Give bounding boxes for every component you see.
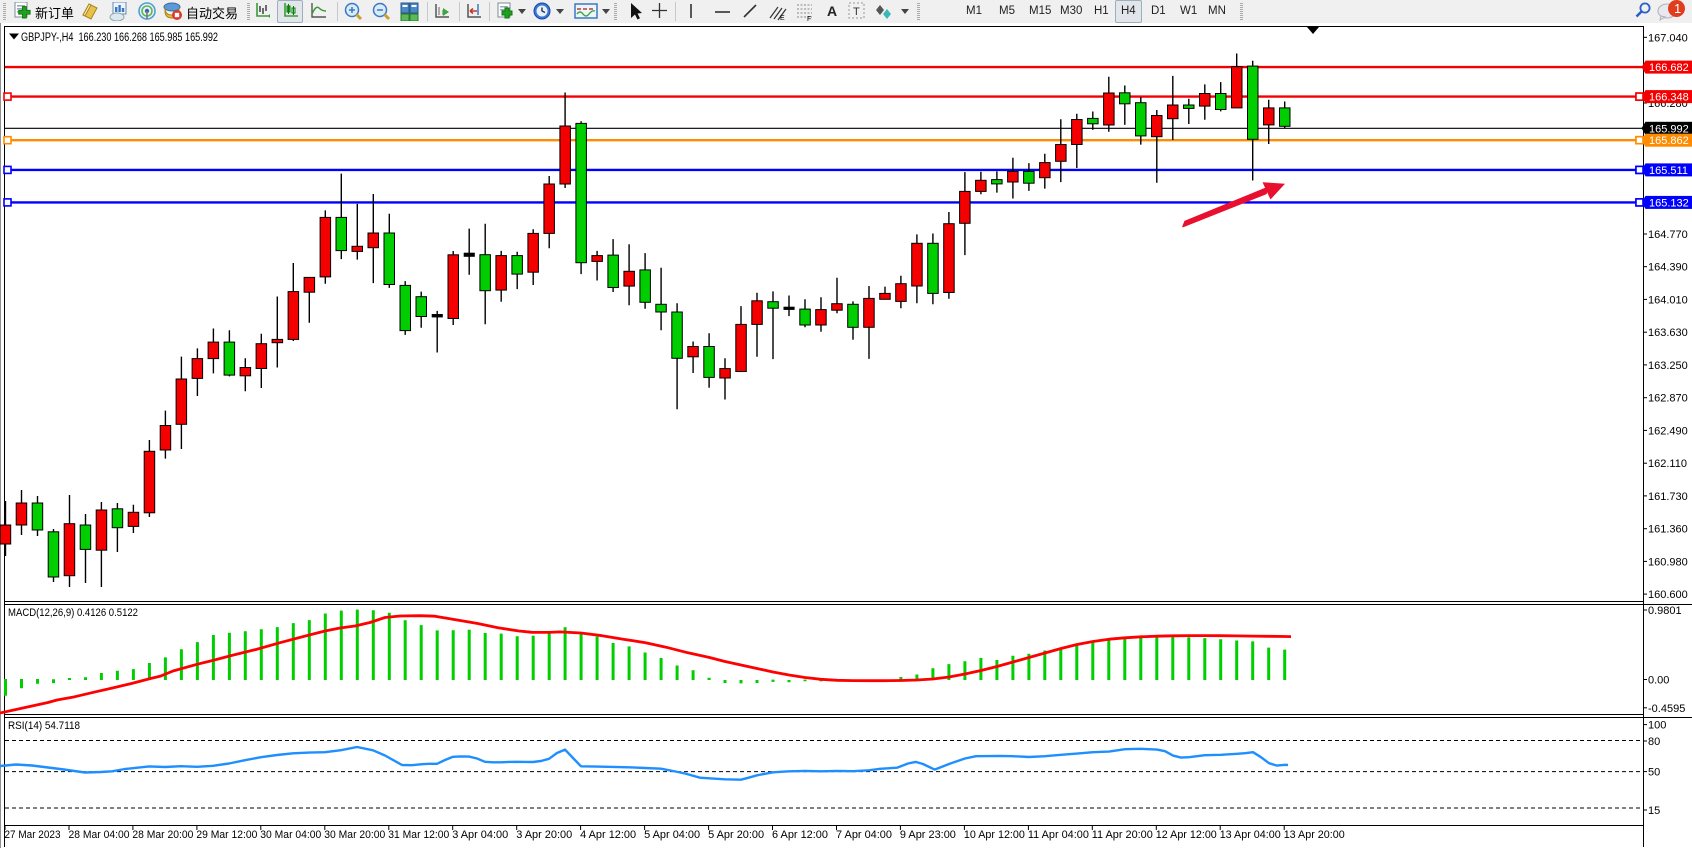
svg-text:27 Mar 2023: 27 Mar 2023 (5, 829, 61, 841)
svg-text:7 Apr 04:00: 7 Apr 04:00 (836, 829, 892, 841)
svg-text:MACD(12,26,9) 0.4126 0.5122: MACD(12,26,9) 0.4126 0.5122 (8, 607, 138, 619)
svg-text:167.040: 167.040 (1648, 32, 1688, 44)
svg-text:11 Apr 04:00: 11 Apr 04:00 (1028, 829, 1089, 841)
svg-text:6 Apr 12:00: 6 Apr 12:00 (772, 829, 828, 841)
svg-text:163.250: 163.250 (1648, 360, 1688, 372)
svg-text:3 Apr 04:00: 3 Apr 04:00 (452, 829, 508, 841)
svg-text:160.980: 160.980 (1648, 556, 1688, 568)
svg-text:161.360: 161.360 (1648, 524, 1688, 536)
svg-text:11 Apr 20:00: 11 Apr 20:00 (1092, 829, 1153, 841)
svg-text:165.862: 165.862 (1649, 135, 1689, 147)
svg-text:0.00: 0.00 (1648, 675, 1669, 687)
svg-text:0.9801: 0.9801 (1648, 605, 1682, 617)
svg-text:30 Mar 20:00: 30 Mar 20:00 (324, 829, 385, 841)
svg-text:164.770: 164.770 (1648, 229, 1688, 241)
svg-text:9 Apr 23:00: 9 Apr 23:00 (900, 829, 956, 841)
svg-text:100: 100 (1648, 720, 1666, 732)
svg-text:F: F (807, 16, 811, 21)
svg-text:162.870: 162.870 (1648, 393, 1688, 405)
svg-text:5 Apr 20:00: 5 Apr 20:00 (708, 829, 764, 841)
svg-text:3 Apr 20:00: 3 Apr 20:00 (516, 829, 572, 841)
svg-text:13 Apr 20:00: 13 Apr 20:00 (1284, 829, 1345, 841)
svg-text:80: 80 (1648, 736, 1660, 748)
svg-text:28 Mar 04:00: 28 Mar 04:00 (69, 829, 130, 841)
svg-text:1: 1 (1674, 1, 1681, 16)
svg-text:E: E (780, 15, 785, 21)
svg-text:164.010: 164.010 (1648, 294, 1688, 306)
svg-text:4 Apr 12:00: 4 Apr 12:00 (580, 829, 636, 841)
svg-text:160.600: 160.600 (1648, 589, 1688, 601)
svg-text:164.390: 164.390 (1648, 262, 1688, 274)
svg-text:13 Apr 04:00: 13 Apr 04:00 (1220, 829, 1281, 841)
svg-text:29 Mar 12:00: 29 Mar 12:00 (196, 829, 257, 841)
svg-text:165.511: 165.511 (1649, 165, 1688, 177)
svg-text:163.630: 163.630 (1648, 327, 1688, 339)
svg-text:31 Mar 12:00: 31 Mar 12:00 (388, 829, 449, 841)
svg-text:RSI(14) 54.7118: RSI(14) 54.7118 (8, 720, 80, 732)
svg-text:162.490: 162.490 (1648, 425, 1688, 437)
svg-text:166.682: 166.682 (1649, 62, 1689, 74)
svg-text:5 Apr 04:00: 5 Apr 04:00 (644, 829, 700, 841)
svg-text:10 Apr 12:00: 10 Apr 12:00 (964, 829, 1025, 841)
svg-text:162.110: 162.110 (1648, 458, 1687, 470)
svg-text:166.348: 166.348 (1649, 92, 1689, 104)
svg-text:12 Apr 12:00: 12 Apr 12:00 (1156, 829, 1217, 841)
svg-text:28 Mar 20:00: 28 Mar 20:00 (132, 829, 193, 841)
svg-text:50: 50 (1648, 767, 1660, 779)
svg-text:GBPJPY-,H4 166.230 166.268 16: GBPJPY-,H4 166.230 166.268 165.985 165.9… (21, 32, 218, 44)
svg-text:15: 15 (1648, 805, 1660, 817)
svg-text:165.132: 165.132 (1649, 197, 1689, 209)
svg-text:30 Mar 04:00: 30 Mar 04:00 (260, 829, 321, 841)
svg-text:T: T (853, 6, 860, 18)
svg-text:161.730: 161.730 (1648, 491, 1688, 503)
svg-text:165.992: 165.992 (1649, 123, 1689, 135)
svg-text:-0.4595: -0.4595 (1648, 703, 1685, 715)
